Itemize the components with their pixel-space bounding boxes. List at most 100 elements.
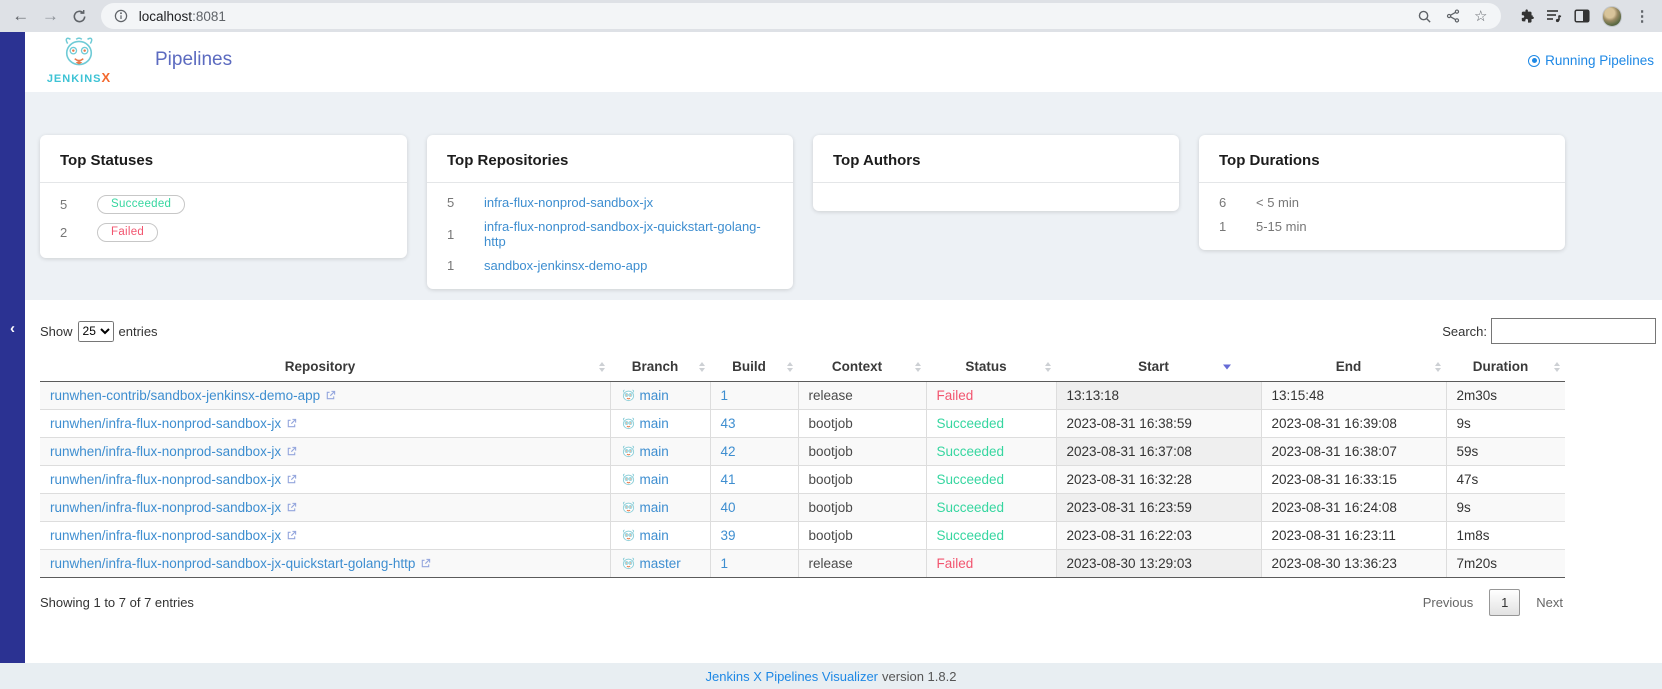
zoom-icon[interactable] xyxy=(1415,6,1435,26)
build-link[interactable]: 43 xyxy=(720,416,736,431)
url-bar[interactable]: localhost:8081 ☆ xyxy=(100,3,1501,29)
pagination: Previous 1 Next xyxy=(1421,589,1565,616)
jenkins-x-logo[interactable]: JENKINSX xyxy=(39,36,119,85)
sort-arrows-icon xyxy=(699,362,705,372)
logo-text: JENKINSX xyxy=(46,70,112,85)
branch-link[interactable]: main xyxy=(639,416,669,431)
build-link[interactable]: 40 xyxy=(720,500,736,515)
page-body: JENKINSX Pipelines Running Pipelines Top… xyxy=(0,32,1662,689)
top-repository-link[interactable]: sandbox-jenkinsx-demo-app xyxy=(484,258,648,273)
repository-link[interactable]: runwhen-contrib/sandbox-jenkinsx-demo-ap… xyxy=(50,388,321,403)
jx-branch-icon xyxy=(622,389,634,402)
search-input[interactable] xyxy=(1491,318,1656,344)
col-header-start[interactable]: Start xyxy=(1056,353,1261,382)
jx-branch-icon xyxy=(622,417,634,430)
jx-branch-icon xyxy=(622,445,634,458)
repository-link[interactable]: runwhen/infra-flux-nonprod-sandbox-jx xyxy=(50,416,282,431)
branch-link[interactable]: main xyxy=(639,528,669,543)
stat-label: 5-15 min xyxy=(1256,219,1307,234)
cell-repository: runwhen-contrib/sandbox-jenkinsx-demo-ap… xyxy=(40,381,611,410)
branch-link[interactable]: main xyxy=(639,444,669,459)
repository-link[interactable]: runwhen/infra-flux-nonprod-sandbox-jx xyxy=(50,500,282,515)
pipeline-row: runwhen/infra-flux-nonprod-sandbox-jx mai… xyxy=(40,409,1565,438)
extensions-icon[interactable] xyxy=(1515,4,1539,28)
stat-count: 1 xyxy=(447,258,455,273)
repository-link[interactable]: runwhen/infra-flux-nonprod-sandbox-jx xyxy=(50,528,282,543)
page-info-icon[interactable] xyxy=(111,6,131,26)
cell-build: 41 xyxy=(709,465,799,494)
cell-context: bootjob xyxy=(797,521,927,550)
status-pill-succeeded: Succeeded xyxy=(97,195,186,214)
page-1-button[interactable]: 1 xyxy=(1489,589,1521,616)
col-header-status[interactable]: Status xyxy=(926,353,1056,382)
repository-link[interactable]: runwhen/infra-flux-nonprod-sandbox-jx xyxy=(50,444,282,459)
branch-link[interactable]: main xyxy=(639,388,669,403)
branch-link[interactable]: main xyxy=(639,500,669,515)
cell-end: 13:15:48 xyxy=(1260,381,1447,410)
branch-link[interactable]: master xyxy=(639,556,681,571)
cell-repository: runwhen/infra-flux-nonprod-sandbox-jx xyxy=(40,493,611,522)
card-top-statuses: Top Statuses 5 Succeeded 2 Failed xyxy=(40,135,407,258)
card-title: Top Durations xyxy=(1219,152,1320,169)
repository-link[interactable]: runwhen/infra-flux-nonprod-sandbox-jx-qu… xyxy=(50,556,416,571)
col-header-context[interactable]: Context xyxy=(798,353,926,382)
cell-status: Failed xyxy=(925,381,1057,410)
cell-build: 42 xyxy=(709,437,799,466)
running-pipelines-link[interactable]: Running Pipelines xyxy=(1528,53,1654,68)
url-host: localhost xyxy=(138,8,193,24)
visualizer-link[interactable]: Jenkins X Pipelines Visualizer xyxy=(705,668,879,684)
branch-link[interactable]: main xyxy=(639,472,669,487)
version-text: version 1.8.2 xyxy=(882,668,957,684)
card-stat-row: 5 infra-flux-nonprod-sandbox-jx xyxy=(447,195,773,210)
col-header-duration[interactable]: Duration xyxy=(1446,353,1565,382)
col-header-end[interactable]: End xyxy=(1261,353,1446,382)
build-link[interactable]: 42 xyxy=(720,444,736,459)
col-header-build[interactable]: Build xyxy=(710,353,798,382)
cell-duration: 9s xyxy=(1445,409,1565,438)
show-label: Show xyxy=(40,323,73,339)
pipeline-row: runwhen/infra-flux-nonprod-sandbox-jx mai… xyxy=(40,437,1565,466)
top-repository-link[interactable]: infra-flux-nonprod-sandbox-jx xyxy=(484,195,654,210)
repository-link[interactable]: runwhen/infra-flux-nonprod-sandbox-jx xyxy=(50,472,282,487)
build-link[interactable]: 1 xyxy=(720,388,729,403)
sort-arrows-icon xyxy=(787,362,793,372)
col-header-label: Context xyxy=(831,359,883,374)
card-stat-row: 6 < 5 min xyxy=(1219,195,1545,210)
card-title: Top Repositories xyxy=(447,152,569,169)
stat-count: 1 xyxy=(447,226,455,242)
collapse-chevron-icon[interactable]: ‹ xyxy=(10,320,15,337)
sort-arrows-icon xyxy=(915,362,921,372)
back-icon[interactable]: ← xyxy=(12,6,30,25)
table-controls: Show 25 entries Search: xyxy=(40,318,1656,344)
browser-menu-icon[interactable]: ⋮ xyxy=(1634,8,1650,25)
forward-icon[interactable]: → xyxy=(41,6,59,25)
build-link[interactable]: 41 xyxy=(720,472,736,487)
top-repository-link[interactable]: infra-flux-nonprod-sandbox-jx-quickstart… xyxy=(484,219,761,249)
stat-count: 6 xyxy=(1219,195,1227,210)
side-panel-icon[interactable] xyxy=(1570,4,1594,28)
share-icon[interactable] xyxy=(1443,6,1463,26)
page-size-select[interactable]: 25 xyxy=(77,320,114,342)
profile-avatar[interactable] xyxy=(1601,5,1623,27)
card-title: Top Statuses xyxy=(60,152,154,169)
pipeline-row: runwhen/infra-flux-nonprod-sandbox-jx mai… xyxy=(40,465,1565,494)
cell-end: 2023-08-31 16:33:15 xyxy=(1260,465,1447,494)
cell-duration: 2m30s xyxy=(1445,381,1565,410)
build-link[interactable]: 39 xyxy=(720,528,736,543)
bookmark-star-icon[interactable]: ☆ xyxy=(1474,8,1488,25)
external-link-icon xyxy=(287,530,297,540)
app-header: JENKINSX Pipelines Running Pipelines xyxy=(25,32,1662,92)
reload-icon[interactable] xyxy=(67,3,93,29)
jx-branch-icon xyxy=(622,473,634,486)
entries-label: entries xyxy=(118,323,158,339)
col-header-branch[interactable]: Branch xyxy=(610,353,710,382)
cell-build: 40 xyxy=(709,493,799,522)
previous-page-button[interactable]: Previous xyxy=(1422,595,1474,610)
card-stat-row: 2 Failed xyxy=(60,223,387,242)
status-text: Failed xyxy=(936,388,974,403)
next-page-button[interactable]: Next xyxy=(1536,595,1563,610)
build-link[interactable]: 1 xyxy=(720,556,729,571)
sidebar-strip[interactable]: ‹ xyxy=(0,32,25,663)
reading-list-icon[interactable] xyxy=(1542,4,1566,28)
col-header-repository[interactable]: Repository xyxy=(40,353,610,382)
